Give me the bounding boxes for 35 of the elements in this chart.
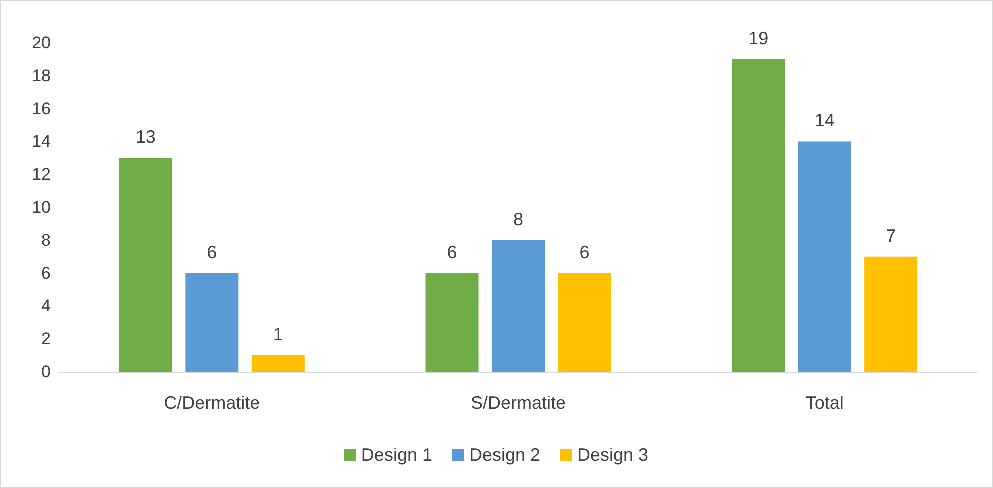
data-label: 7 bbox=[886, 226, 896, 246]
x-tick-label: Total bbox=[806, 393, 844, 413]
data-label: 14 bbox=[814, 110, 835, 131]
bar bbox=[252, 356, 305, 372]
bar bbox=[492, 240, 545, 372]
data-label: 8 bbox=[513, 209, 524, 230]
y-tick-label: 18 bbox=[32, 66, 51, 86]
y-tick-label: 6 bbox=[42, 264, 51, 283]
y-tick-label: 2 bbox=[42, 330, 51, 349]
y-tick-label: 14 bbox=[32, 132, 51, 152]
legend-label: Design 3 bbox=[578, 445, 649, 465]
legend-label: Design 1 bbox=[361, 445, 432, 465]
x-tick-label: C/Dermatite bbox=[164, 393, 260, 413]
bar bbox=[558, 273, 612, 372]
y-tick-label: 16 bbox=[32, 99, 51, 118]
bar bbox=[426, 273, 479, 372]
data-label: 19 bbox=[748, 28, 769, 48]
data-label: 6 bbox=[207, 242, 218, 262]
data-label: 6 bbox=[447, 242, 458, 262]
y-tick-label: 8 bbox=[42, 230, 51, 250]
legend-label: Design 2 bbox=[469, 445, 541, 465]
bar bbox=[798, 142, 852, 372]
y-tick-label: 10 bbox=[32, 198, 51, 217]
y-tick-label: 0 bbox=[42, 362, 51, 382]
x-tick-label: S/Dermatite bbox=[470, 393, 566, 413]
y-tick-label: 4 bbox=[42, 296, 51, 316]
data-label: 13 bbox=[136, 127, 156, 148]
y-tick-label: 12 bbox=[32, 165, 51, 184]
bar bbox=[186, 273, 239, 372]
bar bbox=[119, 158, 172, 372]
bar bbox=[732, 59, 786, 372]
data-label: 1 bbox=[273, 324, 284, 345]
data-label: 6 bbox=[580, 242, 590, 262]
y-tick-label: 20 bbox=[32, 34, 51, 52]
bar bbox=[864, 256, 918, 372]
